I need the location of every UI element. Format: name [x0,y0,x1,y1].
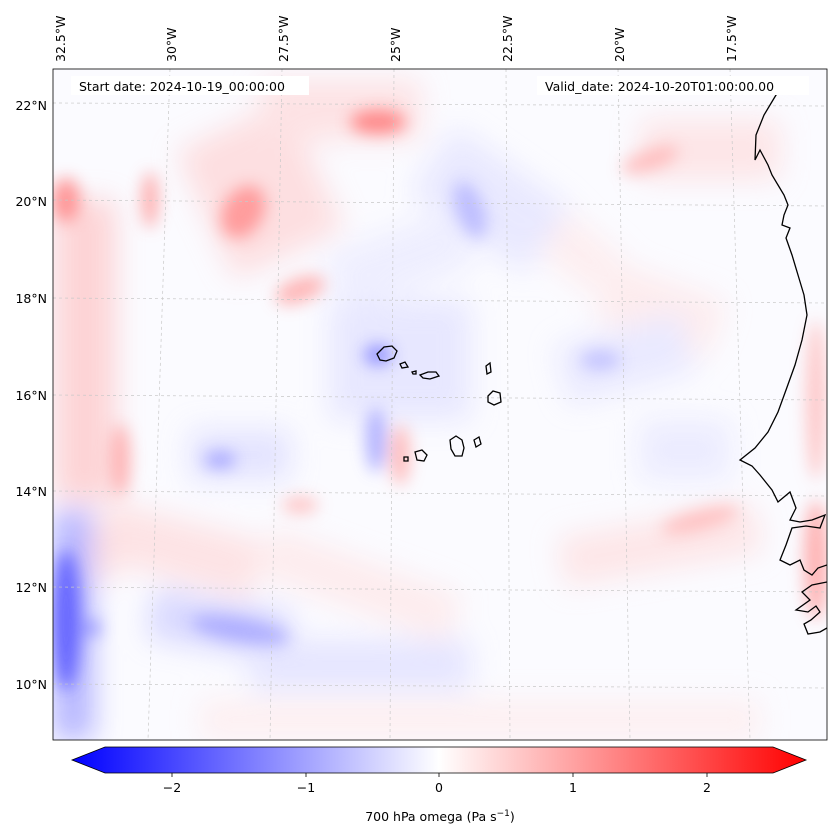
colorbar-body [70,746,808,774]
start-date-box [71,76,309,95]
lon-tick-label: 27.5°W [276,16,291,62]
sao-vicente-island [399,361,410,369]
lon-tick-label: 30°W [164,27,179,62]
latitude-labels: 22°N 20°N 18°N 16°N 14°N 12°N 10°N [15,98,47,692]
colorbar-title: 700 hPa omega (Pa s−1) [365,809,515,824]
colorbar-tick-label: 1 [569,780,577,795]
lat-tick-label: 16°N [15,388,47,403]
omega-field [53,69,827,740]
date-annotations: Start date: 2024-10-19_00:00:00 Valid_da… [71,76,809,95]
longitude-labels: 32.5°W 30°W 27.5°W 25°W 22.5°W 20°W 17.5… [53,16,739,62]
colorbar-tick-label: −1 [297,780,315,795]
colorbar-title-main: 700 hPa omega (Pa s [365,809,496,824]
lon-tick-label: 32.5°W [53,16,68,62]
santo-antao-island [376,345,398,362]
santiago-island [449,435,465,457]
colorbar-title-exponent: −1 [497,809,510,819]
africa-coastline [738,84,827,576]
lat-tick-label: 12°N [15,580,47,595]
valid-date-box [537,76,809,95]
colorbar-ticks [171,773,708,777]
colorbar-tick-label: 2 [703,780,711,795]
lon-tick-label: 17.5°W [724,16,739,62]
map-frame [52,68,828,741]
guinea-bissau-coast [794,581,827,635]
lat-tick-label: 20°N [15,194,47,209]
lat-tick-label: 22°N [15,98,47,113]
santa-luzia-island [411,370,417,375]
colorbar-tick-label: 0 [435,780,443,795]
lat-tick-label: 10°N [15,677,47,692]
brava-island [403,456,409,462]
start-date-label: Start date: 2024-10-19_00:00:00 [79,79,285,94]
lon-tick-label: 22.5°W [500,16,515,62]
lon-tick-label: 25°W [388,27,403,62]
coastlines [376,84,827,635]
sao-nicolau-island [418,371,441,380]
colorbar: −2 −1 0 1 2 700 hPa omega (Pa s−1) [70,746,808,824]
maio-island [473,436,482,448]
colorbar-title-close: ) [510,809,515,824]
fogo-island [414,449,428,462]
sal-island [485,361,492,375]
valid-date-label: Valid_date: 2024-10-20T01:00:00.00 [545,79,774,94]
lat-tick-label: 14°N [15,484,47,499]
graticule [53,69,827,740]
lon-tick-label: 20°W [612,27,627,62]
colorbar-tick-label: −2 [163,780,181,795]
lat-tick-label: 18°N [15,291,47,306]
boa-vista-island [487,390,502,406]
